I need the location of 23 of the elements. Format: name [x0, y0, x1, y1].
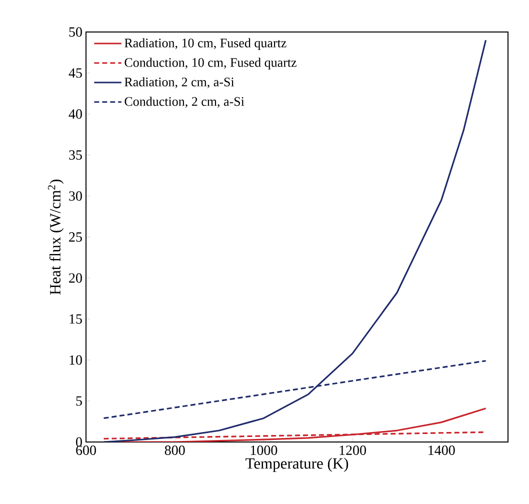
legend-label: Conduction, 2 cm, a-Si	[124, 96, 244, 108]
legend-label: Radiation, 2 cm, a-Si	[124, 77, 234, 88]
y-tick-label: 40	[68, 109, 82, 119]
x-axis-title: Temperature (K)	[246, 458, 348, 472]
x-tick-label: 1400	[428, 446, 455, 455]
x-tick-label: 800	[164, 446, 185, 455]
y-tick-label: 50	[69, 27, 82, 37]
y-tick-label: 20	[69, 273, 82, 283]
y-tick-label: 0	[76, 437, 82, 447]
y-tick-label: 15	[70, 314, 82, 324]
legend-label: Conduction, 10 cm, Fused quartz	[124, 58, 296, 70]
y-tick-label: 30	[69, 191, 82, 201]
legend-label: Radiation, 10 cm, Fused quartz	[124, 38, 286, 50]
y-tick-label: 25	[69, 232, 82, 242]
y-tick-label: 10	[70, 355, 82, 365]
x-tick-label: 1000	[250, 446, 278, 455]
line-series	[102, 39, 487, 442]
y-tick-label: 5	[76, 396, 82, 406]
y-tick-label: 35	[69, 150, 82, 160]
y-tick-label: 45	[68, 68, 82, 78]
x-tick-label: 600	[76, 446, 96, 455]
x-tick-label: 1200	[340, 446, 366, 455]
y-axis-title: Heat flux (W/cm$^{2}$)	[48, 180, 64, 295]
